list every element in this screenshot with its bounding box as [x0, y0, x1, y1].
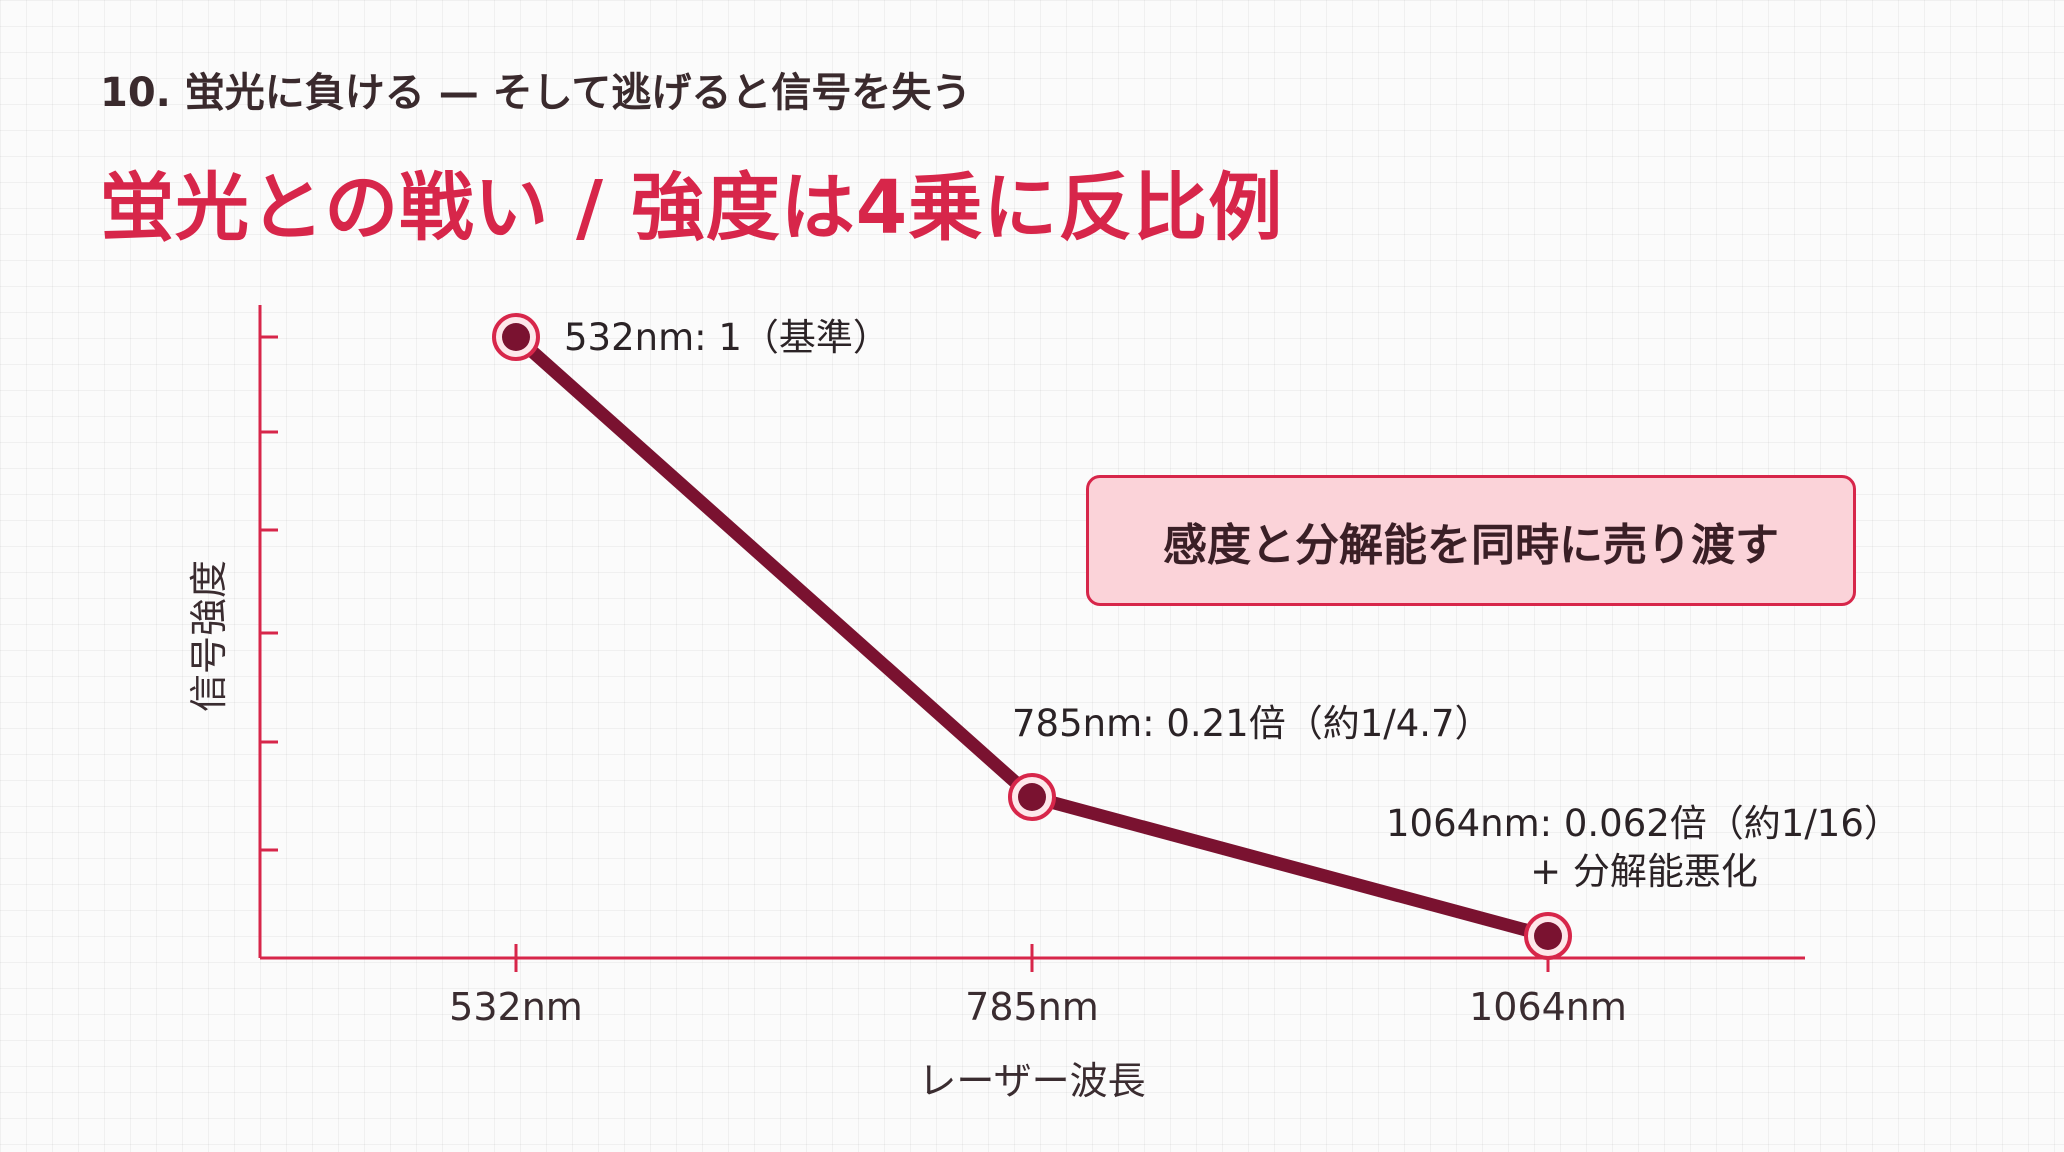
x-axis-title: レーザー波長: [918, 1059, 1145, 1103]
x-tick-label-1064nm: 1064nm: [1469, 985, 1627, 1029]
data-label-1064nm-line2: + 分解能悪化: [1530, 850, 1758, 893]
data-label-532nm: 532nm: 1（基準）: [564, 316, 890, 359]
slide-title: 蛍光との戦い / 強度は4乗に反比例: [100, 165, 1284, 251]
y-axis-title: 信号強度: [187, 560, 231, 712]
data-label-785nm: 785nm: 0.21倍（約1/4.7）: [1012, 702, 1492, 745]
data-point-1064nm: [1534, 922, 1562, 950]
callout-box: 感度と分解能を同時に売り渡す: [1086, 475, 1856, 606]
series-line: [509, 330, 1555, 943]
data-point-532nm: [502, 323, 530, 351]
data-label-1064nm: 1064nm: 0.062倍（約1/16）: [1386, 802, 1901, 845]
section-eyebrow: 10. 蛍光に負ける — そして逃げると信号を失う: [100, 70, 972, 116]
x-tick-label-785nm: 785nm: [965, 985, 1099, 1029]
x-tick-label-532nm: 532nm: [449, 985, 583, 1029]
data-point-785nm: [1018, 783, 1046, 811]
